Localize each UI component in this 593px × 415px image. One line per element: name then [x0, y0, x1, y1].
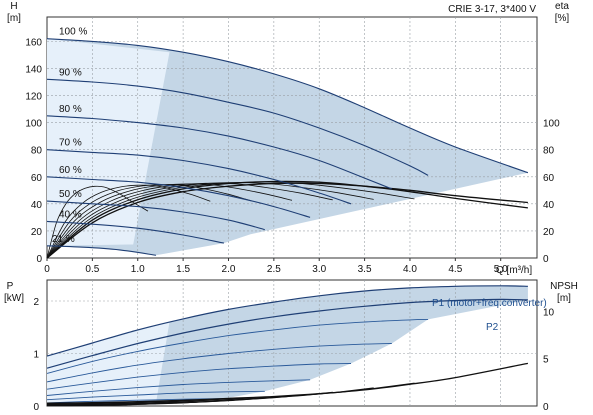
head-tick-label: 40: [31, 200, 43, 211]
head-curve: [46, 245, 156, 256]
head-curve: [46, 176, 311, 218]
eta-tick-label: 0: [543, 254, 549, 265]
power-operating-area: [47, 285, 528, 405]
head-curve: [46, 149, 352, 205]
head-tick-label: 20: [31, 227, 43, 238]
eta-axis-label-line1: eta: [555, 1, 569, 12]
head-axis-label-line2: [m]: [7, 13, 21, 24]
speed-label: 60 %: [59, 165, 82, 176]
head-tick-label: 100: [25, 119, 42, 130]
power-curve: [46, 398, 224, 404]
flow-tick-label: 1.5: [176, 264, 190, 275]
eta-curve-reduced-speed: [46, 185, 149, 259]
npsh-tick-label: 5: [543, 355, 549, 366]
head-tick-label: 80: [31, 146, 43, 157]
npsh-axis-label-line1: NPSH: [550, 281, 578, 292]
npsh-curve-reduced-speed: [46, 387, 374, 405]
npsh-tick-label: 0: [543, 402, 549, 413]
power-curve: [46, 298, 528, 369]
head-tick-label: 0: [36, 254, 42, 265]
power-curve: [46, 379, 311, 396]
power-curve: [46, 363, 352, 390]
flow-tick-label: 0.5: [85, 264, 99, 275]
speed-label: 40 %: [59, 209, 82, 220]
chart-title: CRIE 3-17, 3*400 V: [448, 4, 536, 15]
flow-tick-label: 4.0: [403, 264, 417, 275]
flow-tick-label: 2.5: [267, 264, 281, 275]
p2-legend-label: P2: [486, 322, 499, 333]
head-curve: [46, 115, 393, 190]
speed-label: 70 %: [59, 138, 82, 149]
speed-label: 21 %: [52, 234, 75, 245]
head-tick-label: 60: [31, 173, 43, 184]
operating-area: [47, 38, 528, 256]
flow-tick-label: 5.0: [494, 264, 508, 275]
npsh-curve-reduced-speed: [47, 403, 149, 407]
power-npsh-panel: 0 1 2 0 5 10: [33, 279, 555, 413]
power-curve: [46, 343, 392, 383]
eta-curve: [46, 182, 528, 259]
eta-tick-label: 80: [543, 146, 555, 157]
flow-axis-label: Q [m³/h]: [496, 265, 532, 276]
npsh-tick-label: 10: [543, 307, 555, 318]
head-efficiency-panel: 0 0.5 1.0 1.5 2.0 2.5 3.0 3.5 4.0 4.5 5.0 0 20 40 60 80…: [25, 16, 560, 275]
speed-label: 100 %: [59, 27, 87, 38]
eta-tick-label: 20: [543, 227, 555, 238]
eta-tick-label: 60: [543, 173, 555, 184]
power-tick-label: 1: [33, 350, 39, 361]
flow-tick-label: 1.0: [131, 264, 145, 275]
eta-tick-label: 40: [543, 200, 555, 211]
npsh-curve: [46, 362, 529, 404]
speed-label: 90 %: [59, 67, 82, 78]
head-curve: [46, 38, 529, 174]
flow-tick-label: 4.5: [448, 264, 462, 275]
head-tick-label: 160: [25, 37, 42, 48]
power-tick-label: 0: [33, 402, 39, 413]
head-tick-label: 120: [25, 92, 42, 103]
head-curve: [46, 220, 225, 244]
eta-tick-label: 100: [543, 119, 560, 130]
power-curve: [46, 318, 429, 374]
flow-tick-label: 3.5: [358, 264, 372, 275]
head-axis-label-line1: H: [10, 1, 17, 12]
flow-tick-label: 2.0: [222, 264, 236, 275]
head-curve: [46, 78, 429, 176]
power-axis-label-line1: P: [7, 281, 14, 292]
flow-tick-label: 3.0: [312, 264, 326, 275]
eta-curve: [46, 180, 528, 259]
power-curve: [46, 285, 528, 357]
speed-label: 80 %: [59, 104, 82, 115]
flow-tick-label: 0: [44, 264, 50, 275]
power-curve: [46, 390, 265, 401]
power-tick-label: 2: [33, 297, 39, 308]
power-axis-label-line2: [kW]: [4, 293, 24, 304]
eta-curve-reduced-speed: [46, 184, 211, 259]
p1-legend-label: P1 (motor+freq.converter): [432, 298, 547, 309]
speed-label: 50 %: [59, 189, 82, 200]
npsh-curve-reduced-speed: [46, 382, 415, 405]
npsh-axis-label-line2: [m]: [557, 293, 571, 304]
head-curve: [46, 200, 265, 231]
eta-axis-label-line2: [%]: [555, 13, 570, 24]
head-tick-label: 140: [25, 64, 42, 75]
